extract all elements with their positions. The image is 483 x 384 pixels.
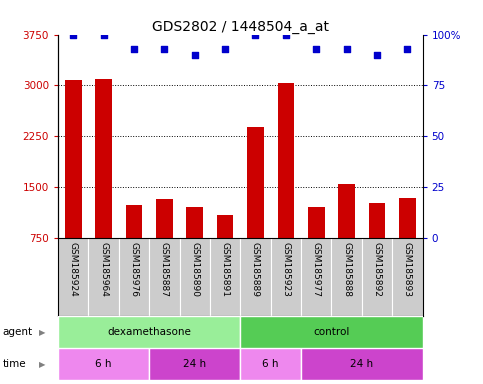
Point: [99, 31, 107, 38]
Text: 6 h: 6 h: [262, 359, 279, 369]
Bar: [126, 205, 142, 238]
Bar: [217, 215, 233, 238]
Point: [282, 31, 290, 38]
Text: GSM185924: GSM185924: [69, 242, 78, 296]
Text: GSM185964: GSM185964: [99, 242, 108, 297]
Bar: [301, 238, 331, 316]
Text: GSM185892: GSM185892: [372, 242, 382, 297]
Point: [404, 46, 412, 52]
Text: 24 h: 24 h: [183, 359, 206, 369]
Point: [191, 52, 199, 58]
Bar: [331, 238, 362, 316]
Text: GSM185891: GSM185891: [221, 242, 229, 297]
Point: [252, 31, 259, 38]
Bar: [362, 238, 392, 316]
Bar: [301, 348, 423, 380]
Text: ▶: ▶: [39, 360, 45, 369]
Text: GSM185977: GSM185977: [312, 242, 321, 297]
Text: GSM185890: GSM185890: [190, 242, 199, 297]
Bar: [210, 238, 241, 316]
Text: time: time: [2, 359, 26, 369]
Point: [221, 46, 229, 52]
Text: GSM185923: GSM185923: [282, 242, 290, 297]
Text: GSM185887: GSM185887: [160, 242, 169, 297]
Text: ▶: ▶: [39, 328, 45, 337]
Bar: [88, 238, 119, 316]
Bar: [369, 203, 385, 238]
Bar: [156, 199, 173, 238]
Point: [373, 52, 381, 58]
Bar: [58, 348, 149, 380]
Bar: [270, 238, 301, 316]
Bar: [149, 348, 241, 380]
Bar: [241, 348, 301, 380]
Text: 6 h: 6 h: [95, 359, 112, 369]
Point: [69, 31, 77, 38]
Title: GDS2802 / 1448504_a_at: GDS2802 / 1448504_a_at: [152, 20, 329, 33]
Bar: [247, 127, 264, 238]
Text: dexamethasone: dexamethasone: [107, 327, 191, 337]
Bar: [119, 238, 149, 316]
Bar: [65, 80, 82, 238]
Text: GSM185976: GSM185976: [129, 242, 139, 297]
Point: [160, 46, 168, 52]
Point: [313, 46, 320, 52]
Bar: [338, 184, 355, 238]
Bar: [58, 316, 241, 348]
Text: GSM185888: GSM185888: [342, 242, 351, 297]
Text: GSM185889: GSM185889: [251, 242, 260, 297]
Bar: [149, 238, 180, 316]
Text: control: control: [313, 327, 350, 337]
Bar: [241, 316, 423, 348]
Bar: [95, 79, 112, 238]
Text: 24 h: 24 h: [350, 359, 373, 369]
Bar: [58, 238, 88, 316]
Bar: [308, 207, 325, 238]
Bar: [241, 238, 270, 316]
Point: [130, 46, 138, 52]
Text: agent: agent: [2, 327, 32, 337]
Bar: [399, 198, 416, 238]
Bar: [278, 83, 294, 238]
Bar: [392, 238, 423, 316]
Bar: [186, 207, 203, 238]
Point: [343, 46, 351, 52]
Bar: [180, 238, 210, 316]
Text: GSM185893: GSM185893: [403, 242, 412, 297]
